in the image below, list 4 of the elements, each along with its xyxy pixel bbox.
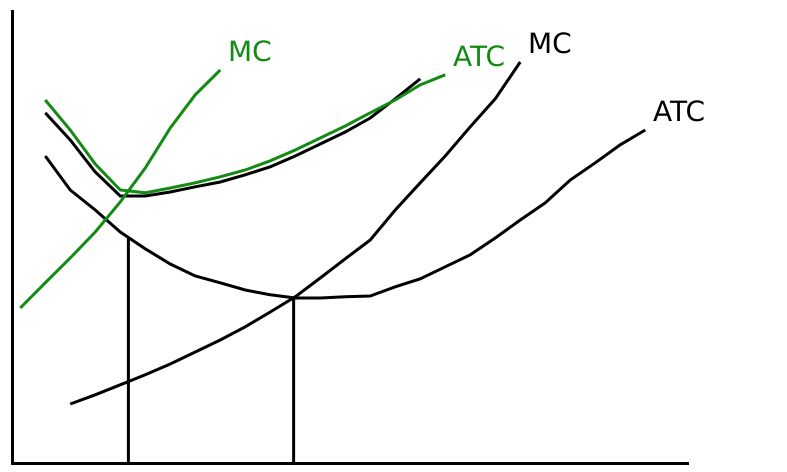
series-label: ATC xyxy=(653,95,705,128)
series-label: MC xyxy=(528,27,572,60)
series-label: MC xyxy=(228,35,272,68)
series-label: ATC xyxy=(453,40,505,73)
